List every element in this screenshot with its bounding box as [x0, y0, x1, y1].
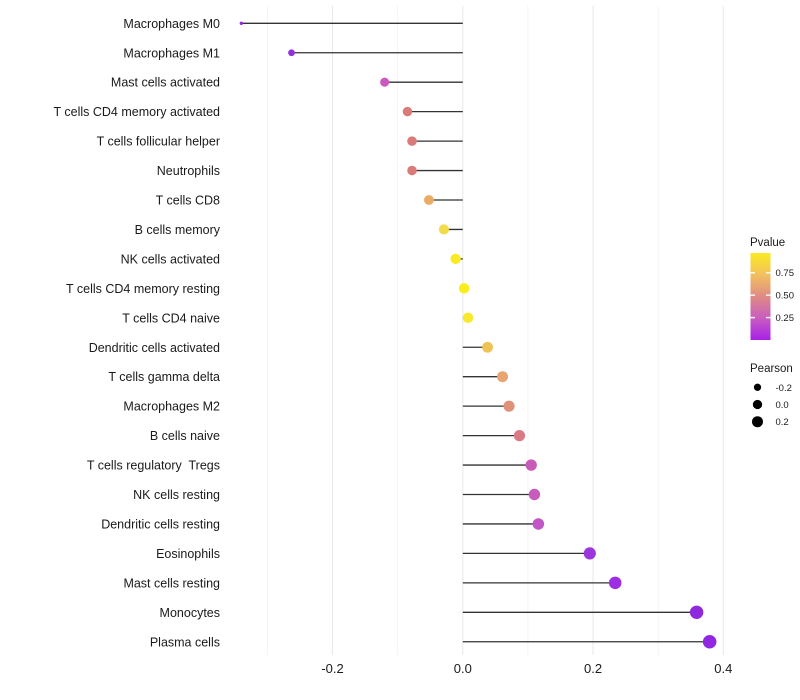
y-axis-label: Monocytes: [160, 606, 220, 620]
y-axis-label: T cells follicular helper: [97, 135, 220, 149]
colorbar-tick-label: 0.25: [776, 313, 795, 324]
lollipop-point: [407, 136, 417, 146]
lollipop-point: [532, 518, 545, 530]
pearson-legend-title: Pearson: [750, 363, 793, 375]
colorbar-tick: [750, 271, 755, 274]
pearson-legend-dot: [752, 399, 763, 410]
lollipop-row: [462, 605, 704, 620]
lollipop-point: [513, 429, 526, 442]
y-axis-label: T cells CD4 memory activated: [54, 105, 221, 119]
x-axis-tick-label: 0.2: [584, 661, 602, 676]
lollipop-point: [380, 77, 390, 87]
lollipop-row: [462, 459, 537, 471]
lollipop-point: [424, 195, 434, 205]
y-axis-label: T cells regulatory Tregs: [87, 459, 220, 473]
y-axis-label: Mast cells activated: [111, 76, 220, 90]
lollipop-row: [438, 224, 463, 235]
lollipop-row: [462, 488, 541, 501]
y-axis-label: T cells gamma delta: [108, 370, 220, 384]
x-axis: -0.2 0.0 0.2 0.4: [321, 661, 732, 676]
colorbar-tick: [766, 316, 771, 319]
pvalue-legend: Pvalue 0.75 0.50 0.25: [750, 237, 794, 340]
lollipop-row: [407, 136, 463, 146]
y-axis-label: Macrophages M1: [123, 46, 220, 60]
pearson-legend: Pearson -0.2 0.0 0.2: [750, 363, 793, 428]
lollipop-point: [407, 165, 417, 176]
y-axis-label: T cells CD4 memory resting: [66, 282, 220, 296]
y-axis-label: Plasma cells: [150, 635, 220, 649]
lollipop-point: [702, 634, 717, 649]
x-axis-tick-label: 0.4: [714, 661, 732, 676]
colorbar-tick: [766, 294, 771, 296]
y-axis-label: Dendritic cells resting: [101, 517, 220, 531]
lollipop-point: [689, 605, 704, 620]
lollipop-row: [288, 49, 463, 57]
lollipop-point: [482, 341, 493, 353]
y-axis-label: Mast cells resting: [123, 576, 220, 590]
y-axis-label: T cells CD8: [156, 194, 220, 208]
y-axis-label: Neutrophils: [157, 164, 220, 178]
pearson-legend-dot: [753, 383, 762, 391]
lollipop-row: [462, 400, 515, 412]
lollipop-row: [239, 21, 463, 25]
lollipop-row: [458, 283, 470, 294]
colorbar-tick-label: 0.50: [776, 291, 795, 302]
lollipop-row: [462, 371, 509, 383]
lollipop-point: [438, 224, 449, 235]
y-axis-label: Eosinophils: [156, 547, 220, 561]
lollipop-row: [462, 547, 596, 560]
pvalue-colorbar: [750, 253, 771, 340]
pearson-legend-dot: [752, 416, 763, 428]
y-axis-label: Macrophages M2: [123, 400, 220, 414]
y-axis-label: B cells naive: [150, 429, 220, 443]
lollipop-point: [288, 49, 295, 57]
y-axis-label: NK cells activated: [121, 252, 220, 266]
lollipop-point: [458, 283, 470, 294]
lollipop-point: [528, 488, 541, 501]
y-axis-label: Dendritic cells activated: [89, 341, 220, 355]
lollipop-point: [450, 253, 461, 265]
lollipop-point: [462, 312, 474, 324]
pearson-legend-label: 0.0: [776, 400, 789, 411]
lollipop-row: [402, 106, 463, 117]
y-axis-label: Macrophages M0: [123, 17, 220, 31]
y-axis-label: B cells memory: [135, 223, 221, 237]
lollipop-point: [497, 371, 509, 383]
lollipop-row: [462, 518, 545, 530]
colorbar-tick-label: 0.75: [776, 268, 795, 279]
lollipops: [239, 21, 717, 649]
lollipop-row: [407, 165, 463, 176]
lollipop-point: [402, 106, 413, 117]
lollipop-point: [583, 547, 596, 560]
x-axis-tick-label: 0.0: [454, 661, 472, 676]
x-axis-tick-label: -0.2: [321, 661, 343, 676]
pearson-legend-label: -0.2: [776, 383, 792, 394]
y-axis-label: NK cells resting: [133, 488, 220, 502]
lollipop-row: [424, 195, 463, 205]
lollipop-row: [462, 312, 474, 324]
lollipop-point: [525, 459, 537, 471]
lollipop-point: [503, 400, 515, 412]
pvalue-legend-title: Pvalue: [750, 237, 785, 249]
y-axis: Macrophages M0 Macrophages M1 Mast cells a…: [54, 17, 221, 649]
lollipop-row: [462, 634, 717, 649]
colorbar-tick: [750, 316, 755, 319]
colorbar-tick: [766, 271, 771, 274]
y-axis-label: T cells CD4 naive: [122, 311, 220, 325]
colorbar-tick: [750, 294, 755, 296]
lollipop-row: [462, 576, 622, 590]
lollipop-row: [462, 341, 493, 353]
lollipop-point: [239, 21, 244, 25]
lollipop-row: [450, 253, 463, 265]
lollipop-row: [462, 429, 526, 442]
gridlines: [267, 6, 724, 655]
lollipop-point: [608, 576, 622, 590]
pearson-legend-label: 0.2: [776, 417, 789, 428]
lollipop-row: [380, 77, 463, 87]
